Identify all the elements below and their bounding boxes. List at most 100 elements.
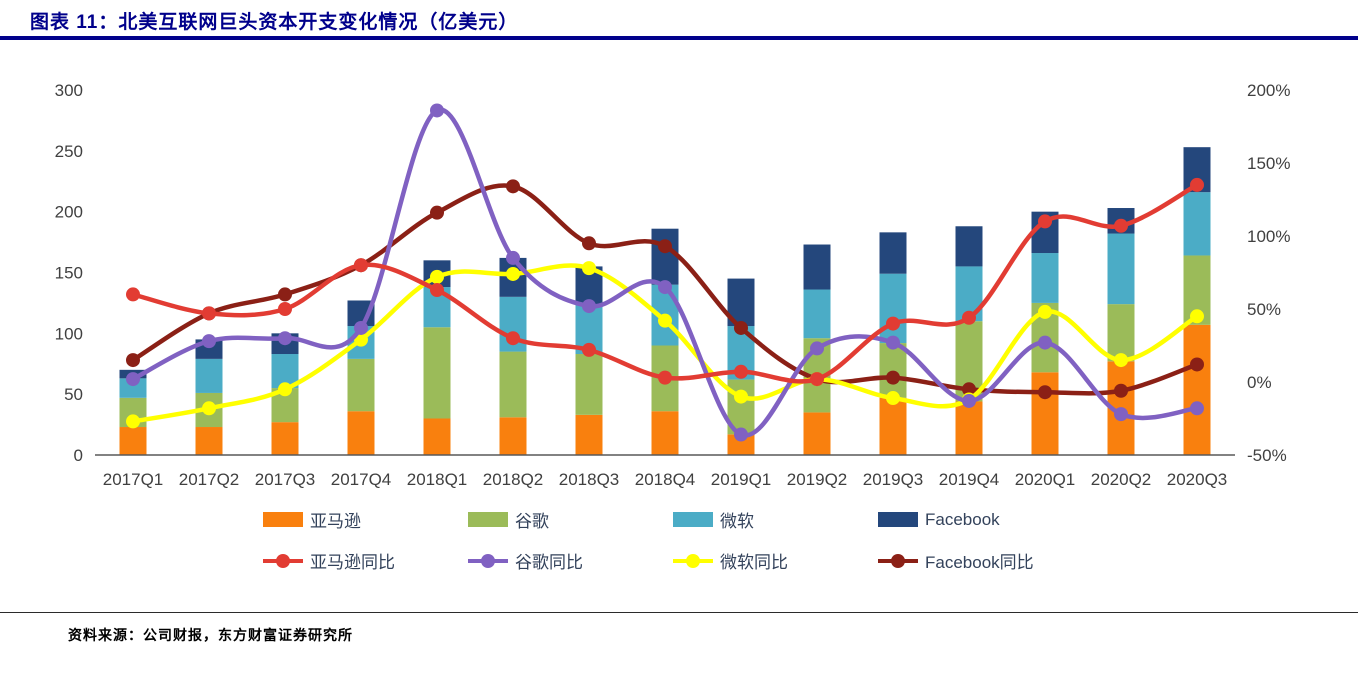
- legend-label-microsoft-yoy: 微软同比: [720, 553, 788, 572]
- x-axis-label: 2019Q2: [787, 470, 848, 489]
- bar-segment-amazon: [803, 412, 831, 455]
- right-axis-tick: -50%: [1247, 446, 1287, 465]
- marker-amazon-yoy: [354, 258, 368, 273]
- legend-item-microsoft: 微软: [673, 507, 878, 532]
- legend-item-google: 谷歌: [468, 507, 673, 532]
- right-axis-tick: 150%: [1247, 154, 1290, 173]
- marker-amazon-yoy: [810, 372, 824, 387]
- marker-facebook-yoy: [658, 239, 672, 254]
- figure-title: 图表 11：北美互联网巨头资本开支变化情况（亿美元）: [30, 12, 519, 33]
- legend-line-marker-microsoft-yoy: [673, 553, 713, 569]
- marker-facebook-yoy: [506, 179, 520, 194]
- legend-item-amazon: 亚马逊: [263, 507, 468, 532]
- marker-facebook-yoy: [962, 382, 976, 397]
- marker-microsoft-yoy: [202, 401, 216, 416]
- x-axis-label: 2020Q2: [1091, 470, 1152, 489]
- left-axis-tick: 50: [64, 385, 83, 404]
- bar-segment-amazon: [651, 411, 679, 455]
- right-axis-tick: 50%: [1247, 300, 1281, 319]
- marker-amazon-yoy: [1114, 218, 1128, 233]
- bar-segment-amazon: [195, 427, 223, 455]
- bar-segment-google: [575, 354, 603, 415]
- x-axis-label: 2018Q4: [635, 470, 696, 489]
- marker-google-yoy: [1114, 407, 1128, 422]
- marker-microsoft-yoy: [658, 313, 672, 328]
- marker-google-yoy: [354, 320, 368, 335]
- marker-google-yoy: [962, 393, 976, 408]
- chart-legend: 亚马逊 谷歌 微软 Facebook 亚马逊同比 谷歌同比 微软同比 Facebook同比: [0, 507, 1358, 589]
- marker-google-yoy: [430, 103, 444, 118]
- legend-label-amazon-yoy: 亚马逊同比: [310, 553, 395, 572]
- legend-row-bars: 亚马逊 谷歌 微软 Facebook: [0, 507, 1358, 532]
- marker-microsoft-yoy: [506, 266, 520, 281]
- marker-facebook-yoy: [1114, 383, 1128, 398]
- x-axis-label: 2019Q3: [863, 470, 924, 489]
- legend-item-facebook: Facebook: [878, 507, 1083, 532]
- marker-microsoft-yoy: [886, 391, 900, 406]
- x-axis-label: 2020Q3: [1167, 470, 1228, 489]
- bar-segment-microsoft: [803, 289, 831, 339]
- left-axis-tick: 250: [55, 142, 83, 161]
- footer-divider: [0, 612, 1358, 613]
- bar-series-group: [119, 147, 1211, 455]
- marker-facebook-yoy: [126, 353, 140, 368]
- x-axis-label: 2017Q4: [331, 470, 392, 489]
- marker-facebook-yoy: [430, 205, 444, 220]
- marker-facebook-yoy: [734, 320, 748, 335]
- legend-item-google-yoy: 谷歌同比: [468, 548, 673, 573]
- bar-segment-microsoft: [1107, 233, 1135, 305]
- legend-item-microsoft-yoy: 微软同比: [673, 548, 878, 573]
- right-axis-tick: 100%: [1247, 227, 1290, 246]
- left-axis-tick: 0: [74, 446, 83, 465]
- marker-amazon-yoy: [202, 306, 216, 321]
- bar-segment-facebook: [879, 232, 907, 274]
- x-axis-label: 2017Q3: [255, 470, 316, 489]
- title-rule: [0, 36, 1358, 40]
- marker-microsoft-yoy: [582, 261, 596, 276]
- marker-amazon-yoy: [1190, 177, 1204, 192]
- bar-segment-amazon: [727, 434, 755, 455]
- marker-microsoft-yoy: [1114, 353, 1128, 368]
- marker-amazon-yoy: [126, 287, 140, 302]
- bar-segment-facebook: [803, 244, 831, 290]
- marker-google-yoy: [126, 372, 140, 387]
- x-axis-label: 2019Q1: [711, 470, 772, 489]
- marker-facebook-yoy: [1190, 357, 1204, 372]
- bar-segment-microsoft: [879, 273, 907, 344]
- legend-label-microsoft: 微软: [720, 512, 754, 531]
- x-axis-label: 2020Q1: [1015, 470, 1076, 489]
- x-axis-label: 2018Q1: [407, 470, 468, 489]
- marker-google-yoy: [658, 280, 672, 295]
- marker-microsoft-yoy: [430, 269, 444, 284]
- marker-microsoft-yoy: [1190, 309, 1204, 324]
- bar-segment-amazon: [119, 427, 147, 455]
- bar-segment-google: [499, 351, 527, 418]
- legend-label-facebook: Facebook: [925, 509, 1000, 529]
- bar-segment-google: [1107, 304, 1135, 362]
- marker-amazon-yoy: [886, 316, 900, 331]
- marker-amazon-yoy: [506, 331, 520, 346]
- marker-microsoft-yoy: [1038, 304, 1052, 319]
- marker-microsoft-yoy: [278, 382, 292, 397]
- legend-item-amazon-yoy: 亚马逊同比: [263, 548, 468, 573]
- left-axis-tick: 300: [55, 81, 83, 100]
- line-series-microsoft-yoy: [126, 261, 1204, 429]
- bar-segment-google: [347, 358, 375, 412]
- legend-label-google-yoy: 谷歌同比: [515, 553, 583, 572]
- left-axis-tick: 150: [55, 264, 83, 283]
- bar-segment-google: [423, 327, 451, 419]
- bar-segment-microsoft: [1183, 192, 1211, 256]
- left-axis-tick: 100: [55, 324, 83, 343]
- left-axis-tick: 200: [55, 203, 83, 222]
- marker-amazon-yoy: [430, 283, 444, 298]
- bar-segment-amazon: [1183, 324, 1211, 455]
- bar-segment-microsoft: [195, 358, 223, 393]
- marker-facebook-yoy: [1038, 385, 1052, 400]
- marker-amazon-yoy: [1038, 214, 1052, 229]
- capex-chart: 300 250 200 150 100 50 0 200% 150% 100% 50% 0% -50% 2…: [55, 81, 1291, 489]
- bar-segment-amazon: [499, 417, 527, 455]
- legend-swatch-google: [468, 512, 508, 527]
- marker-google-yoy: [278, 331, 292, 346]
- bar-segment-microsoft: [1031, 253, 1059, 303]
